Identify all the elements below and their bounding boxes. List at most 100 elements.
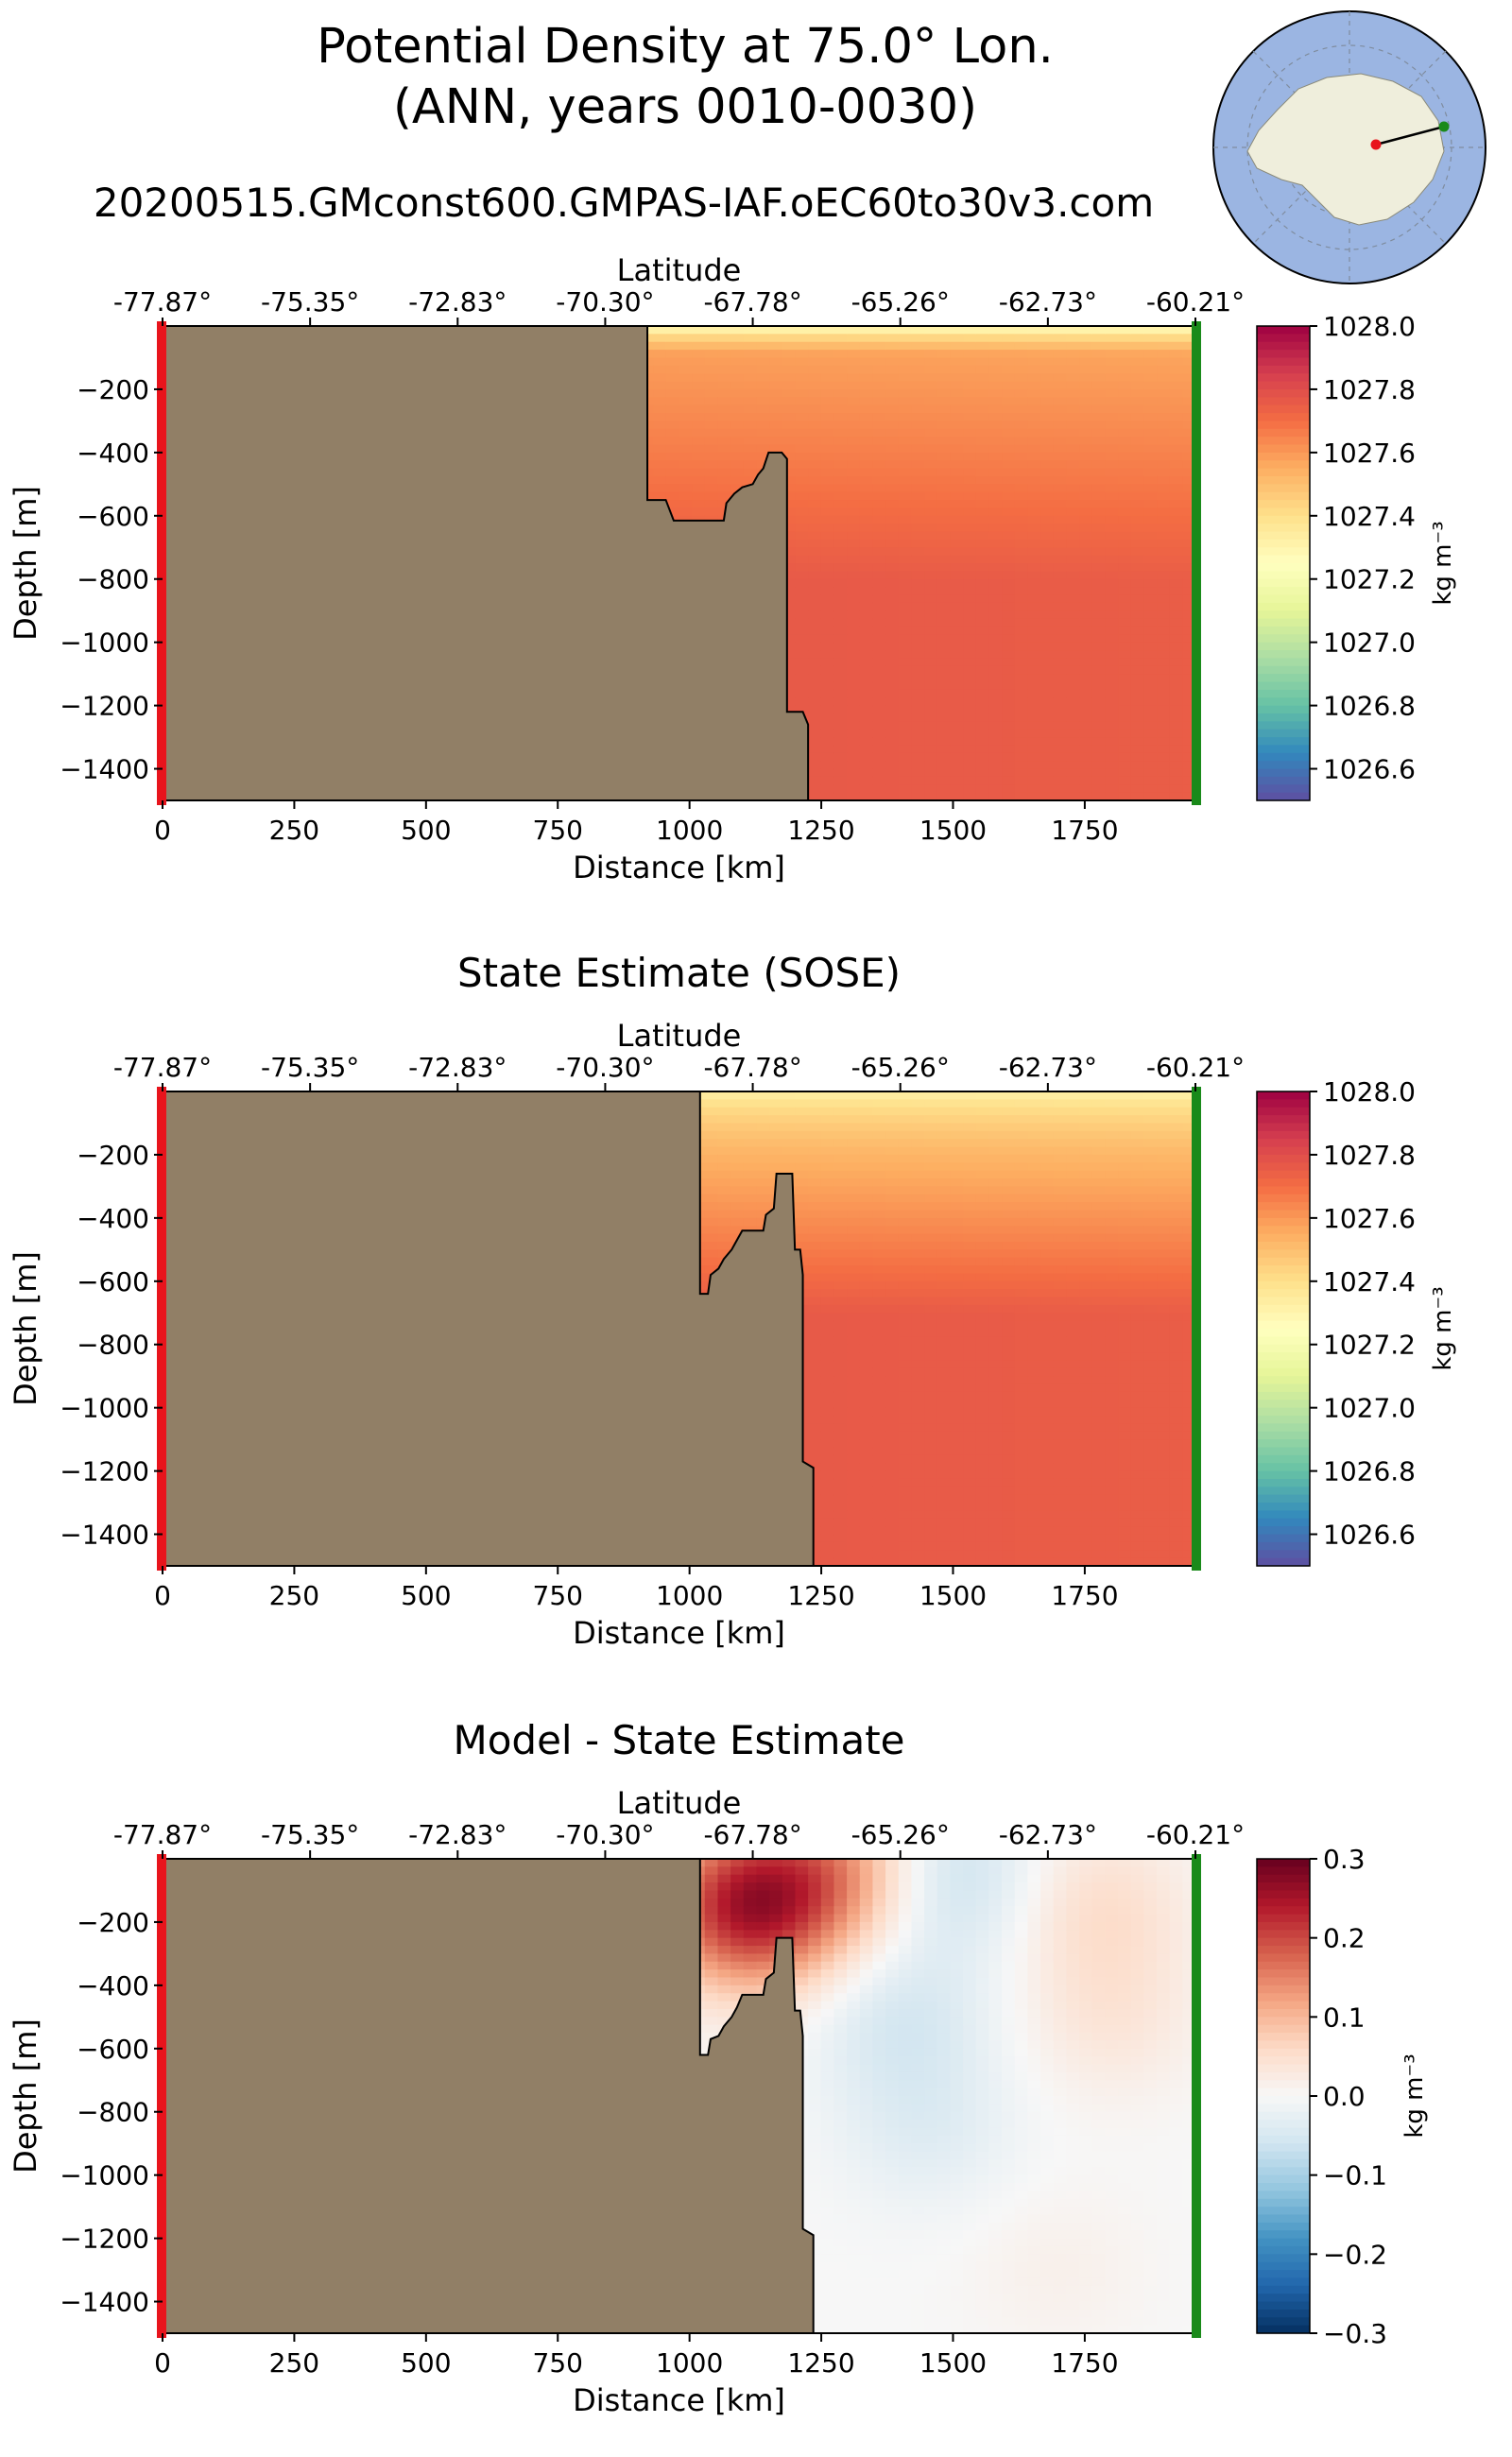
colorbar-segment [1257,491,1310,501]
heatmap-cell [833,665,848,675]
heatmap-cell [717,491,731,501]
heatmap-cell [950,658,964,667]
heatmap-cell [898,618,913,627]
heatmap-cell [1105,761,1119,770]
heatmap-cell [743,428,758,438]
heatmap-cell [950,784,964,794]
heatmap-cell [782,705,797,714]
heatmap-cell [717,444,731,454]
heatmap-cell [1169,634,1183,644]
heatmap-cell [1053,689,1067,698]
heatmap-cell [936,705,952,714]
heatmap-cell [924,634,938,644]
heatmap-cell [1182,642,1196,651]
heatmap-cell [1169,365,1183,374]
heatmap-cell [924,381,938,390]
heatmap-cell [769,404,783,414]
heatmap-cell [1169,650,1183,659]
heatmap-cell [1091,587,1106,596]
heatmap-cell [820,642,835,651]
heatmap-cell [1002,555,1016,564]
heatmap-cell [1053,752,1067,762]
heatmap-cell [833,515,848,524]
heatmap-cell [704,491,719,501]
heatmap-cell [885,681,900,691]
heatmap-cell [653,381,667,390]
colorbar-tick-label: 1026.6 [1323,754,1416,785]
heatmap-cell [924,658,938,667]
heatmap-cell [1143,404,1158,414]
heatmap-cell [859,428,874,438]
heatmap-cell [847,681,861,691]
heatmap-cell [704,326,719,335]
heatmap-cell [885,689,900,698]
heatmap-cell [885,752,900,762]
heatmap-cell [885,515,900,524]
heatmap-cell [1130,341,1144,351]
heatmap-cell [950,665,964,675]
heatmap-cell [924,515,938,524]
heatmap-cell [847,618,861,627]
heatmap-cell [1014,404,1028,414]
heatmap-cell [795,705,809,714]
heatmap-cell [924,452,938,461]
heatmap-cell [1040,326,1055,335]
heatmap-cell [859,460,874,470]
heatmap-cell [950,421,964,430]
heatmap-cell [1002,531,1016,541]
heatmap-cell [988,642,1003,651]
heatmap-cell [898,413,913,421]
heatmap-cell [808,444,822,454]
heatmap-cell [936,658,952,667]
heatmap-cell [1182,357,1196,367]
colorbar-segment [1257,484,1310,493]
heatmap-cell [872,341,886,351]
heatmap-cell [795,334,809,343]
heatmap-cell [1143,792,1158,801]
heatmap-cell [730,381,745,390]
heatmap-cell [859,444,874,454]
heatmap-cell [1157,452,1171,461]
heatmap-cell [717,484,731,493]
heatmap-cell [950,365,964,374]
heatmap-cell [859,626,874,635]
heatmap-cell [1053,413,1067,421]
heatmap-cell [975,515,989,524]
heatmap-cell [898,326,913,335]
heatmap-cell [898,681,913,691]
heatmap-cell [1053,578,1067,588]
heatmap-cell [911,524,925,533]
heatmap-cell [975,768,989,778]
heatmap-cell [833,500,848,509]
heatmap-cell [665,437,680,446]
heatmap-cell [885,507,900,517]
heatmap-cell [1066,634,1080,644]
heatmap-cell [1105,602,1119,611]
heatmap-cell [885,761,900,770]
heatmap-cell [1014,563,1028,572]
heatmap-cell [885,460,900,470]
heatmap-cell [782,388,797,398]
heatmap-cell [665,475,680,485]
colorbar-segment [1257,421,1310,430]
heatmap-cell [975,507,989,517]
heatmap-cell [859,737,874,747]
heatmap-cell [911,784,925,794]
heatmap-cell [963,618,977,627]
heatmap-cell [898,634,913,644]
heatmap-cell [795,357,809,367]
heatmap-cell [795,563,809,572]
heatmap-cell [795,428,809,438]
heatmap-cell [1157,705,1171,714]
heatmap-cell [1066,705,1080,714]
heatmap-cell [911,563,925,572]
heatmap-cell [911,618,925,627]
heatmap-cell [1040,642,1055,651]
colorbar-segment [1257,524,1310,533]
heatmap-cell [1079,350,1093,359]
heatmap-cell [1157,555,1171,564]
latitude-tick-label: -65.26° [851,286,950,318]
heatmap-cell [988,776,1003,785]
heatmap-cell [808,792,822,801]
heatmap-cell [692,357,706,367]
